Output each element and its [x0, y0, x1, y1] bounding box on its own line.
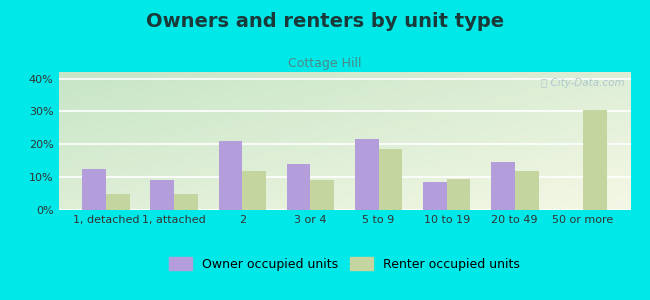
Bar [150, 180, 174, 210]
Bar [447, 179, 471, 210]
Text: Owners and renters by unit type: Owners and renters by unit type [146, 12, 504, 31]
Bar [491, 162, 515, 210]
Bar [515, 171, 539, 210]
Text: Cottage Hill: Cottage Hill [288, 57, 362, 70]
Bar [311, 180, 334, 210]
Bar [378, 149, 402, 210]
Bar [287, 164, 311, 210]
Bar [355, 140, 378, 210]
Bar [83, 169, 106, 210]
Bar [218, 141, 242, 210]
Text: ⓘ City-Data.com: ⓘ City-Data.com [541, 77, 625, 88]
Bar [242, 171, 266, 210]
Bar [106, 194, 130, 210]
Legend: Owner occupied units, Renter occupied units: Owner occupied units, Renter occupied un… [164, 252, 525, 275]
Bar [422, 182, 447, 210]
Bar [174, 194, 198, 210]
Bar [583, 110, 606, 210]
